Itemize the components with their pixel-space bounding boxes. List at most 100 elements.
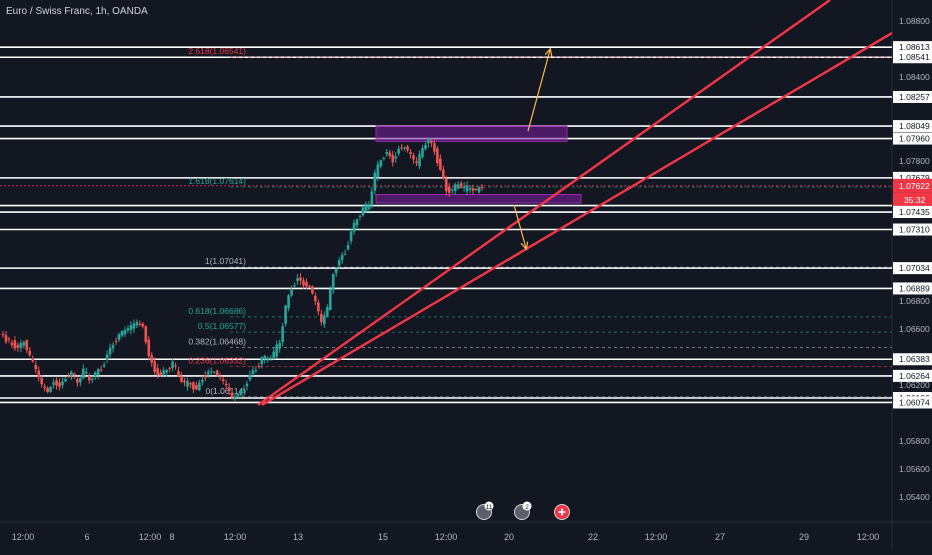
candle-body [465, 185, 469, 192]
level-tag-label: 1.06264 [899, 371, 930, 381]
candle-body [162, 370, 165, 375]
candle-body [323, 315, 326, 325]
candle-body [132, 323, 136, 329]
candle-body [346, 245, 350, 250]
candle-body [367, 205, 371, 209]
x-tick-label: 29 [799, 532, 809, 542]
fib-label: 1.618(1.07614) [188, 176, 246, 186]
candle-body [433, 143, 436, 152]
resistance-zone [375, 125, 568, 142]
arrow-up [527, 50, 550, 132]
x-tick-label: 6 [84, 532, 89, 542]
x-tick-label: 27 [715, 532, 725, 542]
x-tick-label: 22 [588, 532, 598, 542]
candle-body [260, 357, 264, 365]
candle-body [254, 370, 258, 372]
candle-body [462, 186, 466, 188]
x-tick-label: 8 [169, 532, 174, 542]
candle-body [471, 188, 475, 191]
level-tag [893, 206, 932, 219]
candle-body [391, 154, 395, 163]
candle-body [96, 369, 100, 376]
event-badge [484, 501, 494, 511]
candle-body [135, 322, 139, 326]
level-tag [893, 51, 932, 64]
candle-body [394, 156, 397, 159]
candle-body [87, 375, 91, 381]
level-tag [893, 120, 932, 133]
candle-body [364, 203, 368, 212]
candle-body [120, 331, 124, 336]
candle-body [111, 344, 115, 349]
y-tick-label: 1.06600 [899, 324, 930, 334]
candle-body [409, 152, 412, 155]
candle-body [275, 344, 278, 357]
candle-body [43, 386, 46, 389]
trend-line-lower [261, 31, 893, 407]
candle-body [284, 305, 287, 324]
candle-body [174, 365, 177, 367]
fib-label: 2.618(1.08541) [188, 46, 246, 56]
fib-label: 0.5(1.06577) [198, 321, 246, 331]
candle-body [358, 215, 362, 217]
candle-body [337, 260, 341, 266]
candle-body [123, 330, 127, 335]
candle-body [385, 152, 389, 155]
x-tick-label: 12:00 [857, 532, 880, 542]
candle-body [239, 390, 243, 395]
candle-body [114, 340, 118, 342]
candle-body [427, 138, 430, 144]
candle-body [10, 342, 14, 346]
candle-body [209, 370, 213, 372]
candle-body [7, 338, 11, 340]
level-tag [893, 41, 932, 54]
event-marker[interactable] [554, 504, 570, 520]
candle-body [406, 146, 409, 151]
level-tag-label: 1.07435 [899, 207, 930, 217]
event-badge-label: 11 [486, 504, 493, 511]
candle-body [453, 184, 457, 192]
candle-body [19, 342, 23, 349]
candle-body [311, 286, 314, 294]
candle-body [177, 371, 180, 377]
candle-body [180, 376, 183, 382]
level-tag-label: 1.08049 [899, 121, 930, 131]
candle-body [165, 370, 168, 373]
candle-body [90, 378, 94, 380]
level-tag-label: 1.08541 [899, 52, 930, 62]
fib-label: 1(1.07041) [205, 256, 246, 266]
candle-body [308, 285, 311, 287]
candle-body [171, 361, 174, 368]
level-tag-label: 1.07034 [899, 263, 930, 273]
candle-body [153, 361, 157, 373]
level-tag [893, 90, 932, 103]
candle-body [126, 328, 130, 331]
candle-body [382, 157, 386, 159]
level-tag-label: 1.07679 [899, 173, 930, 183]
fib-label: 0.382(1.06468) [188, 336, 246, 346]
level-tag-label: 1.06889 [899, 283, 930, 293]
candle-body [412, 155, 415, 160]
candle-body [192, 382, 195, 390]
fib-label: 0(1.06114) [206, 386, 247, 396]
candle-body [245, 383, 249, 387]
candle-body [340, 254, 344, 261]
candle-body [269, 357, 273, 359]
candle-body [480, 187, 484, 189]
event-marker[interactable]: 11 [476, 501, 494, 520]
fib-label: 0.618(1.06686) [188, 306, 246, 316]
level-tag [893, 396, 932, 409]
event-marker[interactable]: 2 [514, 501, 532, 520]
candle-body [320, 313, 323, 323]
candle-body [403, 147, 406, 149]
candle-body [251, 370, 255, 374]
candle-body [281, 326, 284, 343]
candle-body [129, 325, 133, 330]
candle-body [439, 158, 442, 170]
candle-body [397, 148, 400, 154]
x-tick-label: 12:00 [12, 532, 35, 542]
candle-body [49, 386, 52, 392]
level-tag [893, 262, 932, 275]
